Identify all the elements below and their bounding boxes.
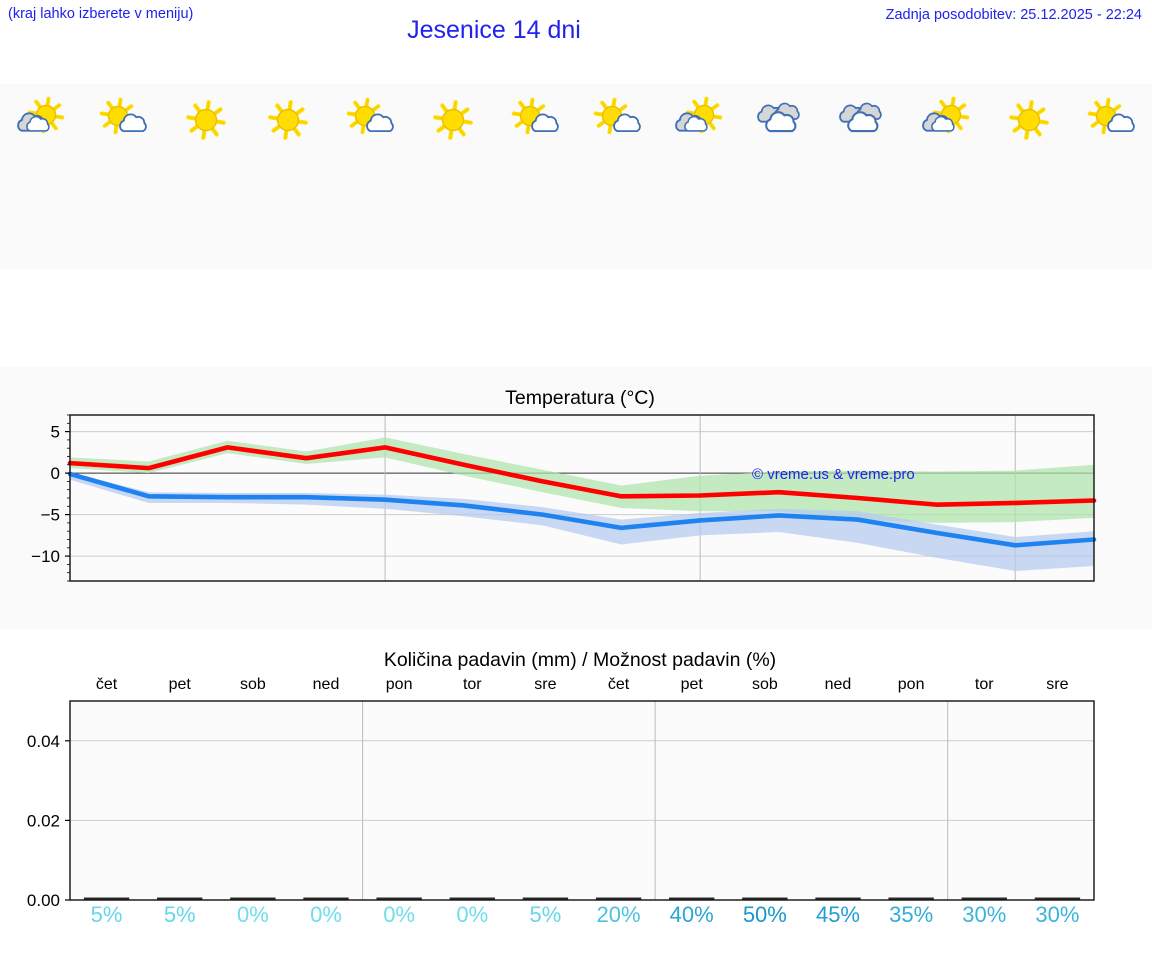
- forecast-day-column: [576, 84, 658, 269]
- precipitation-day-label: ned: [824, 676, 852, 693]
- sun-behind-cloud-icon: [0, 92, 82, 148]
- precipitation-probability-label: 45%: [815, 902, 860, 927]
- precipitation-day-label: pon: [385, 676, 413, 693]
- precipitation-day-label: čet: [95, 676, 118, 693]
- precipitation-probability-label: 20%: [596, 902, 641, 927]
- precipitation-probability-label: 0%: [383, 902, 416, 927]
- precipitation-day-label: pet: [680, 676, 703, 693]
- forecast-day-column: [165, 84, 247, 269]
- svg-text:0.00: 0.00: [27, 891, 60, 910]
- precipitation-probability-label: 0%: [236, 902, 269, 927]
- precipitation-day-label: sre: [534, 676, 557, 693]
- forecast-day-column: [411, 84, 493, 269]
- sun-small-cloud-icon: [576, 92, 658, 148]
- precipitation-probability-label: 0%: [456, 902, 489, 927]
- overcast-icon: [823, 92, 905, 148]
- forecast-day-column: [658, 84, 740, 269]
- precipitation-day-label: tor: [974, 676, 994, 693]
- sun-icon: [987, 92, 1069, 148]
- svg-text:0: 0: [51, 464, 60, 483]
- temperature-chart-panel: Temperatura (°C) 5 0 −5 −10: [0, 367, 1152, 629]
- precipitation-probability-label: 30%: [1035, 902, 1080, 927]
- precipitation-chart-panel: Količina padavin (mm) / Možnost padavin …: [0, 635, 1152, 975]
- svg-text:−10: −10: [31, 547, 60, 566]
- forecast-day-column: [741, 84, 823, 269]
- svg-text:−5: −5: [41, 506, 60, 525]
- page-title: Jesenice 14 dni: [407, 16, 581, 44]
- precipitation-day-label: čet: [607, 676, 630, 693]
- precipitation-day-label: pet: [168, 676, 191, 693]
- forecast-day-column: [1070, 84, 1152, 269]
- precipitation-day-label: sob: [239, 676, 266, 693]
- temperature-chart-svg: 5 0 −5 −10: [31, 414, 1097, 582]
- precipitation-day-label: ned: [312, 676, 340, 693]
- sun-small-cloud-icon: [329, 92, 411, 148]
- last-updated: Zadnja posodobitev: 25.12.2025 - 22:24: [885, 7, 1142, 23]
- forecast-day-column: [987, 84, 1069, 269]
- svg-text:0.02: 0.02: [27, 811, 60, 830]
- precipitation-chart-svg: 0.04 0.02 0.00: [27, 700, 1095, 910]
- sun-icon: [165, 92, 247, 148]
- precipitation-day-label: pon: [897, 676, 925, 693]
- sun-behind-cloud-icon: [658, 92, 740, 148]
- sun-small-cloud-icon: [1070, 92, 1152, 148]
- precipitation-probability-label: 5%: [90, 902, 123, 927]
- forecast-day-column: [905, 84, 987, 269]
- precipitation-day-label: tor: [462, 676, 482, 693]
- sun-behind-cloud-icon: [905, 92, 987, 148]
- sun-small-cloud-icon: [82, 92, 164, 148]
- precipitation-chart-title: Količina padavin (mm) / Možnost padavin …: [383, 649, 777, 671]
- forecast-day-column: [247, 84, 329, 269]
- temperature-chart-title: Temperatura (°C): [505, 387, 655, 409]
- precipitation-day-label: sre: [1046, 676, 1069, 693]
- sun-small-cloud-icon: [494, 92, 576, 148]
- precipitation-day-label: sob: [751, 676, 778, 693]
- precipitation-probability-label: 0%: [310, 902, 342, 927]
- svg-text:0.04: 0.04: [27, 732, 60, 751]
- forecast-day-column: [0, 84, 82, 269]
- svg-text:5: 5: [51, 423, 60, 442]
- sun-icon: [247, 92, 329, 148]
- precipitation-probability-label: 50%: [742, 902, 787, 927]
- daily-forecast-strip: [0, 84, 1152, 269]
- precipitation-probability-label: 40%: [669, 902, 714, 927]
- forecast-day-column: [494, 84, 576, 269]
- forecast-day-column: [329, 84, 411, 269]
- precipitation-probability-label: 5%: [163, 902, 196, 927]
- copyright-watermark: © vreme.us & vreme.pro: [752, 466, 915, 483]
- sun-icon: [411, 92, 493, 148]
- overcast-icon: [741, 92, 823, 148]
- page-header: (kraj lahko izberete v meniju) Jesenice …: [0, 0, 1152, 84]
- precipitation-probability-label: 35%: [889, 902, 934, 927]
- precipitation-day-labels: čet pet sob ned pon tor sre čet pet sob ned pon tor s…: [70, 676, 1094, 698]
- forecast-day-column: [823, 84, 905, 269]
- forecast-day-column: [82, 84, 164, 269]
- precipitation-probability-label: 30%: [962, 902, 1007, 927]
- precipitation-probability-label: 5%: [529, 902, 562, 927]
- precipitation-probability-labels: 5% 5% 0% 0% 0% 0% 5% 20% 40% 50% 45% 35% 30% 30%: [70, 902, 1094, 936]
- menu-hint: (kraj lahko izberete v meniju): [8, 6, 194, 22]
